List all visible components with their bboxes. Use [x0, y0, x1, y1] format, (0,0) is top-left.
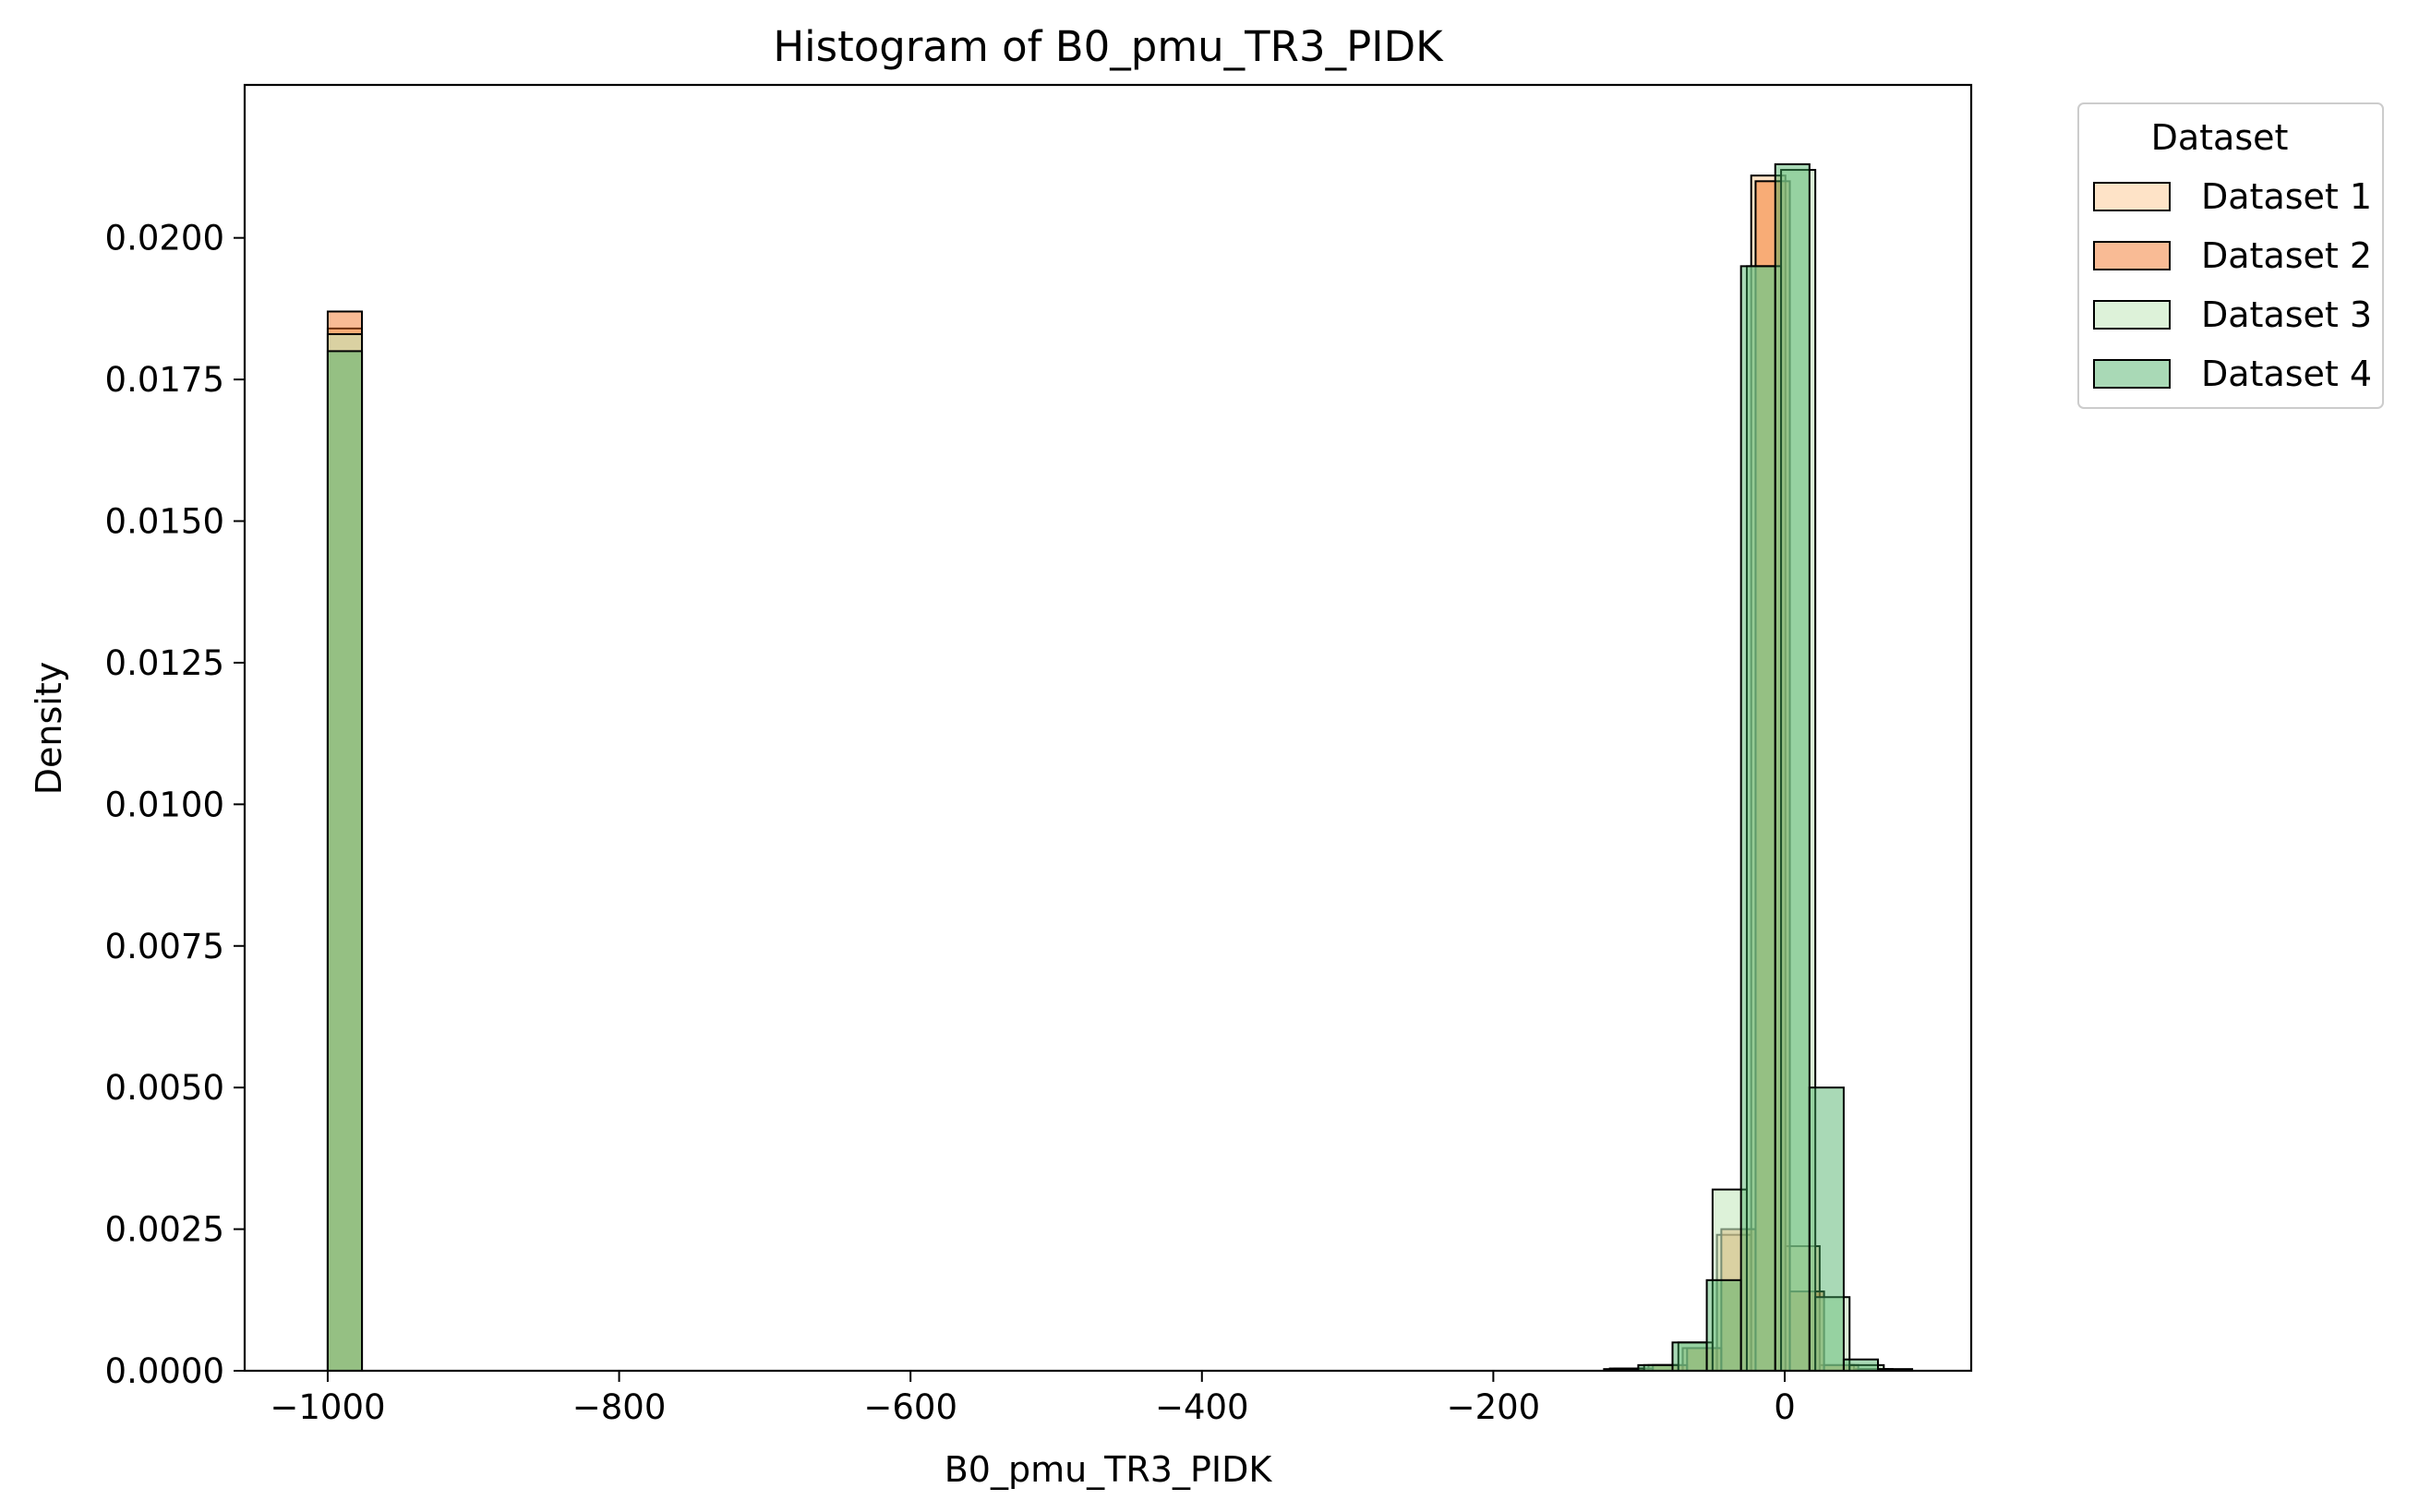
- y-tick-label: 0.0050: [105, 1068, 224, 1108]
- legend-label: Dataset 1: [2201, 176, 2372, 217]
- histogram-bar: [1671, 1341, 1708, 1372]
- legend-swatch: [2093, 241, 2171, 270]
- series-3-bars: [326, 169, 1885, 1373]
- legend-label: Dataset 4: [2201, 354, 2372, 394]
- y-tick-label: 0.0125: [105, 643, 224, 683]
- histogram-bar: [1739, 265, 1776, 1373]
- y-axis-ticks: 0.0000 0.0025 0.0050 0.0075 0.0100 0.0125 0.01…: [105, 219, 245, 1391]
- series-4-bars: [326, 162, 1914, 1373]
- histogram-bars: [326, 162, 1914, 1373]
- x-tick-label: −200: [1447, 1387, 1541, 1427]
- histogram-bar: [1808, 1086, 1845, 1372]
- legend-swatch: [2093, 359, 2171, 389]
- histogram-bar: [1705, 1278, 1742, 1372]
- x-tick-label: 0: [1774, 1387, 1796, 1427]
- x-tick-label: −1000: [270, 1387, 385, 1427]
- histogram-bar: [1774, 162, 1811, 1373]
- series-1-bars: [326, 174, 1890, 1373]
- y-tick-label: 0.0000: [105, 1351, 224, 1391]
- x-tick-label: −800: [572, 1387, 667, 1427]
- y-tick-label: 0.0175: [105, 360, 224, 400]
- plot-area-frame: [243, 83, 1973, 1373]
- y-tick-label: 0.0200: [105, 219, 224, 258]
- x-axis-label: B0_pmu_TR3_PIDK: [945, 1449, 1273, 1490]
- legend-title: Dataset: [2151, 117, 2289, 158]
- legend-swatch: [2093, 182, 2171, 211]
- histogram-bar: [326, 350, 364, 1373]
- x-tick-label: −400: [1155, 1387, 1249, 1427]
- series-2-bars: [326, 180, 1894, 1373]
- y-tick-label: 0.0100: [105, 785, 224, 824]
- legend-swatch: [2093, 300, 2171, 330]
- x-tick-label: −600: [863, 1387, 957, 1427]
- y-tick-label: 0.0075: [105, 927, 224, 966]
- histogram-bar: [1842, 1358, 1880, 1373]
- legend-label: Dataset 3: [2201, 294, 2372, 335]
- y-axis-label: Density: [29, 662, 69, 795]
- y-tick-label: 0.0025: [105, 1210, 224, 1250]
- legend-label: Dataset 2: [2201, 235, 2372, 276]
- legend-items: Dataset 1 Dataset 2 Dataset 3 Dataset 4: [2093, 176, 2372, 394]
- legend-frame: [2077, 102, 2384, 409]
- chart-title: Histogram of B0_pmu_TR3_PIDK: [773, 22, 1444, 71]
- x-axis-ticks: −1000 −800 −600 −400 −200 0: [270, 1371, 1796, 1427]
- y-tick-label: 0.0150: [105, 502, 224, 542]
